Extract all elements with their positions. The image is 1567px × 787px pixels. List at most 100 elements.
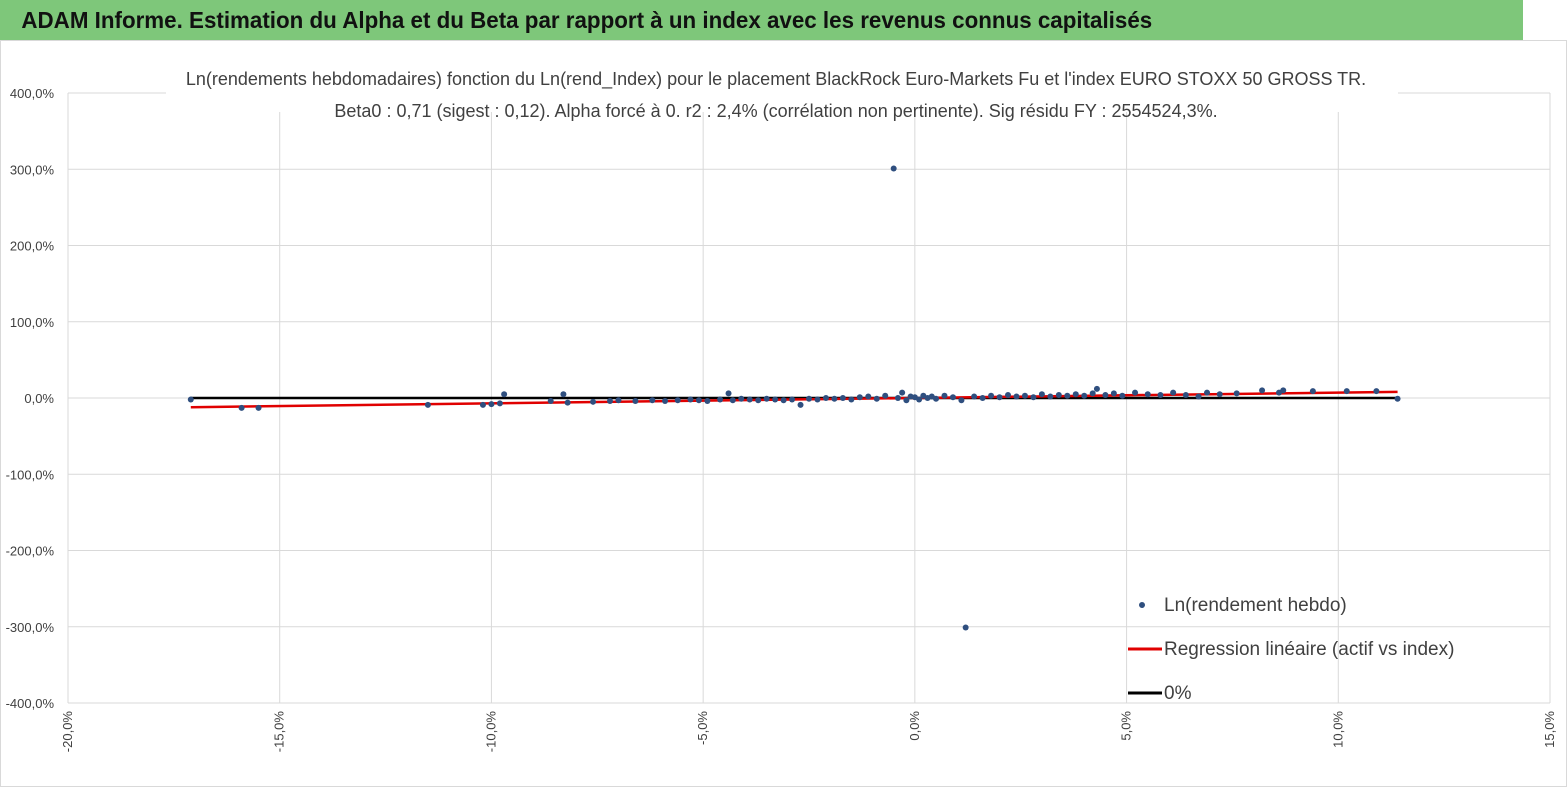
data-point bbox=[899, 389, 906, 396]
data-point bbox=[717, 396, 724, 403]
report-title-banner: ADAM Informe. Estimation du Alpha et du … bbox=[0, 0, 1523, 40]
data-point bbox=[746, 396, 753, 403]
chart-subtitle: Beta0 : 0,71 (sigest : 0,12). Alpha forc… bbox=[334, 101, 1217, 121]
data-point bbox=[958, 397, 965, 404]
data-point bbox=[1259, 387, 1266, 394]
data-point bbox=[729, 397, 736, 404]
x-tick-label: 0,0% bbox=[907, 711, 922, 741]
data-point bbox=[615, 397, 622, 404]
data-point bbox=[1170, 389, 1177, 396]
data-point bbox=[1309, 388, 1316, 395]
data-point bbox=[1038, 391, 1045, 398]
data-point bbox=[865, 393, 872, 400]
data-point bbox=[996, 394, 1003, 401]
legend-label-regression: Regression linéaire (actif vs index) bbox=[1164, 639, 1454, 660]
data-point bbox=[255, 404, 262, 411]
x-axis-labels: -20,0% -15,0% -10,0% -5,0% 0,0% 5,0% 10,0% 15,0… bbox=[60, 711, 1557, 753]
data-point bbox=[1047, 393, 1054, 400]
data-point bbox=[797, 401, 804, 408]
data-point bbox=[725, 390, 732, 397]
data-point bbox=[704, 398, 711, 405]
data-point bbox=[903, 397, 910, 404]
legend-marker-points bbox=[1139, 602, 1145, 608]
x-tick-label: -20,0% bbox=[60, 711, 75, 753]
data-point bbox=[814, 396, 821, 403]
y-tick-label: -100,0% bbox=[6, 467, 55, 482]
data-point bbox=[564, 399, 571, 406]
data-point bbox=[933, 395, 940, 402]
data-point bbox=[1373, 388, 1380, 395]
data-point bbox=[979, 395, 986, 401]
data-point bbox=[1132, 389, 1139, 396]
data-point bbox=[187, 396, 194, 403]
data-point bbox=[941, 392, 948, 399]
data-point bbox=[971, 393, 978, 400]
data-point bbox=[238, 404, 245, 411]
data-point bbox=[1144, 391, 1151, 398]
data-point bbox=[488, 401, 495, 408]
data-point bbox=[1093, 385, 1100, 392]
legend-label-points: Ln(rendement hebdo) bbox=[1164, 595, 1347, 616]
chart-frame bbox=[0, 40, 1567, 787]
data-point bbox=[687, 396, 694, 403]
title-backdrop bbox=[166, 58, 1398, 112]
data-point bbox=[606, 398, 613, 405]
x-tick-label: -15,0% bbox=[272, 711, 287, 753]
data-point bbox=[822, 395, 829, 401]
data-point bbox=[1055, 391, 1062, 398]
data-point bbox=[882, 392, 889, 399]
y-tick-label: -300,0% bbox=[6, 620, 55, 635]
data-point bbox=[763, 395, 770, 402]
data-point bbox=[649, 397, 656, 404]
x-tick-label: -5,0% bbox=[695, 711, 710, 745]
data-point bbox=[894, 395, 901, 401]
data-point bbox=[674, 397, 681, 404]
y-tick-label: 0,0% bbox=[24, 391, 54, 406]
data-point bbox=[916, 396, 923, 403]
data-point bbox=[424, 401, 431, 408]
data-point bbox=[839, 395, 846, 401]
y-tick-label: -200,0% bbox=[6, 544, 55, 559]
data-point bbox=[1102, 391, 1109, 398]
x-tick-label: 5,0% bbox=[1119, 711, 1134, 741]
data-point bbox=[1081, 392, 1088, 399]
data-point bbox=[1182, 391, 1189, 398]
data-point bbox=[755, 397, 762, 404]
data-point bbox=[1119, 392, 1126, 399]
data-points bbox=[187, 165, 1401, 631]
data-point bbox=[873, 395, 880, 402]
x-tick-label: 15,0% bbox=[1542, 711, 1557, 748]
data-point bbox=[1013, 393, 1020, 400]
chart-title: Ln(rendements hebdomadaires) fonction du… bbox=[186, 69, 1366, 90]
y-tick-label: 100,0% bbox=[10, 315, 55, 330]
data-point bbox=[1204, 389, 1211, 396]
data-point bbox=[662, 398, 669, 405]
data-point bbox=[988, 392, 995, 399]
y-axis-labels: 400,0% 300,0% 200,0% 100,0% 0,0% -100,0% -200,… bbox=[6, 86, 55, 711]
data-point bbox=[856, 394, 863, 401]
data-point bbox=[1157, 391, 1164, 398]
data-point bbox=[1394, 395, 1401, 402]
data-point bbox=[1343, 388, 1350, 395]
data-point bbox=[479, 401, 486, 408]
data-point bbox=[772, 396, 779, 403]
data-point bbox=[949, 394, 956, 401]
data-point bbox=[560, 391, 567, 398]
x-tick-label: -10,0% bbox=[483, 711, 498, 753]
data-point bbox=[1030, 394, 1037, 401]
data-point bbox=[848, 396, 855, 403]
y-tick-label: 300,0% bbox=[10, 162, 55, 177]
data-point bbox=[831, 395, 838, 402]
data-point bbox=[806, 395, 812, 402]
y-tick-label: -400,0% bbox=[6, 696, 55, 711]
data-point bbox=[1280, 387, 1287, 394]
data-point bbox=[1021, 392, 1028, 399]
data-point bbox=[1110, 390, 1117, 397]
data-point bbox=[1195, 393, 1202, 400]
data-point bbox=[780, 397, 787, 404]
data-point bbox=[1005, 391, 1012, 398]
data-point bbox=[1089, 390, 1096, 397]
data-point bbox=[501, 391, 508, 398]
data-point bbox=[1216, 391, 1223, 398]
data-point bbox=[496, 400, 503, 407]
